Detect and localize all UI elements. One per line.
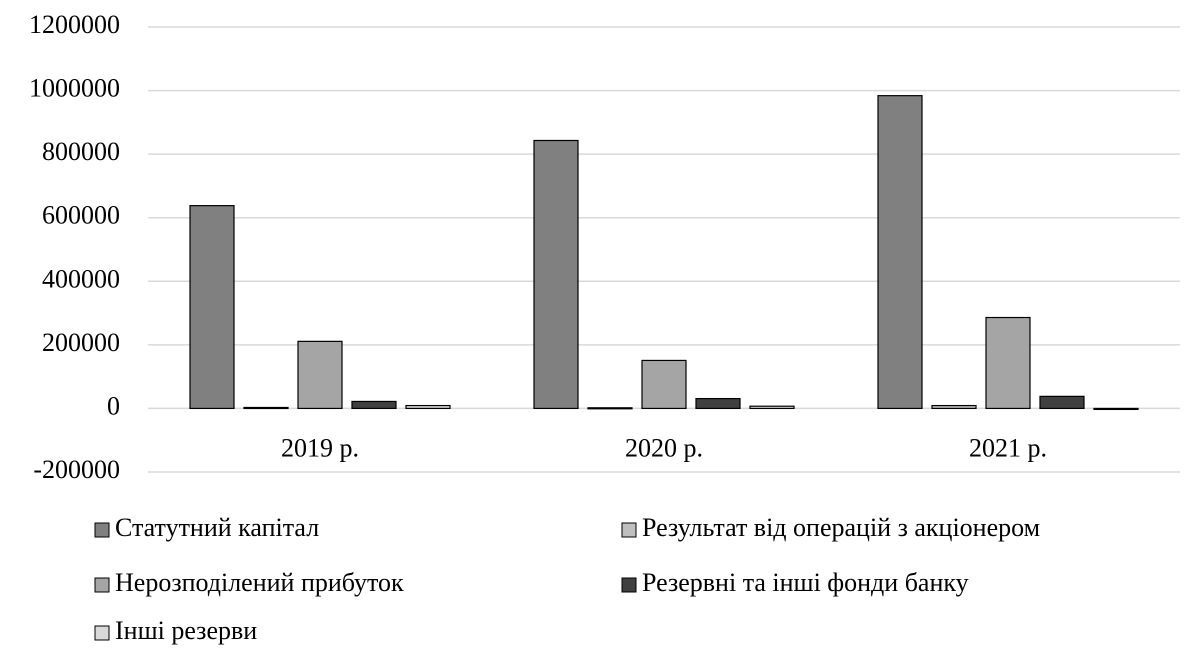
- bar: [877, 95, 923, 410]
- bar: [405, 404, 451, 410]
- bar: [1039, 395, 1085, 410]
- y-tick-label: 400000: [42, 264, 120, 293]
- bar: [641, 359, 687, 410]
- y-tick-label: 600000: [42, 201, 120, 230]
- bar: [931, 404, 977, 410]
- y-tick-label: 0: [107, 391, 120, 420]
- y-tick-label: 1200000: [29, 10, 120, 39]
- legend-label: Результат від операцій з акціонером: [642, 513, 1040, 542]
- legend-label: Статутний капітал: [115, 513, 319, 542]
- y-tick-label: 1000000: [29, 74, 120, 103]
- bar: [351, 400, 397, 410]
- y-tick-label: -200000: [33, 455, 120, 484]
- legend-swatch: [94, 577, 110, 593]
- bar: [695, 397, 741, 410]
- legend-label: Інші резерви: [115, 616, 257, 645]
- y-tick-label: 800000: [42, 137, 120, 166]
- legend-swatch: [621, 522, 637, 538]
- bar: [985, 316, 1031, 410]
- bar: [297, 340, 343, 410]
- x-tick-label: 2019 р.: [281, 433, 359, 462]
- legend-swatch: [94, 625, 110, 641]
- legend-swatch: [621, 577, 637, 593]
- bar: [587, 407, 633, 410]
- bar: [749, 405, 795, 410]
- legend-label: Нерозподілений прибуток: [115, 568, 404, 597]
- bar: [243, 406, 289, 410]
- legend-label: Резервні та інші фонди банку: [642, 568, 969, 597]
- x-tick-label: 2020 р.: [625, 433, 703, 462]
- bar: [1093, 407, 1139, 411]
- legend-swatch: [94, 522, 110, 538]
- bar: [533, 139, 579, 410]
- y-tick-label: 200000: [42, 328, 120, 357]
- bar: [189, 205, 235, 410]
- x-tick-label: 2021 р.: [969, 433, 1047, 462]
